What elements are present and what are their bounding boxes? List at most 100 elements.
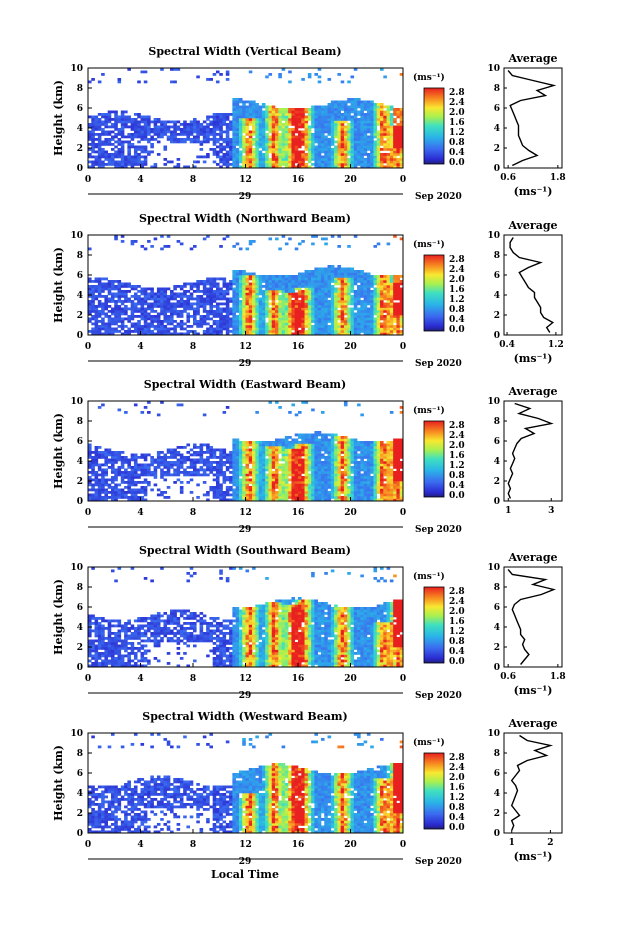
heatmap-cell xyxy=(225,118,230,121)
heatmap-cell xyxy=(347,275,351,278)
heatmap-cell xyxy=(209,115,213,119)
heatmap-cell xyxy=(396,312,401,316)
heatmap-cell xyxy=(124,312,128,316)
heatmap-cell xyxy=(120,140,125,144)
heatmap-cell xyxy=(232,312,236,316)
heatmap-cell xyxy=(186,302,191,306)
heatmap-cell xyxy=(232,165,236,169)
heatmap-cell xyxy=(271,458,276,462)
heatmap-cell xyxy=(271,277,276,281)
heatmap-cell xyxy=(143,478,148,482)
heatmap-cell xyxy=(265,441,269,444)
heatmap-cell xyxy=(143,325,148,328)
heatmap-cell xyxy=(110,486,115,489)
heatmap-cell xyxy=(143,150,148,154)
heatmap-cell xyxy=(393,158,397,161)
heatmap-cell xyxy=(176,285,181,288)
heatmap-cell xyxy=(304,125,309,129)
heatmap-cell xyxy=(117,160,122,164)
heatmap-cell xyxy=(255,317,259,321)
heatmap-cell xyxy=(258,150,263,154)
heatmap-cell xyxy=(183,125,187,129)
heatmap-cell xyxy=(120,110,125,114)
heatmap-cell xyxy=(199,461,204,464)
heatmap-cell xyxy=(206,451,210,454)
heatmap-cell xyxy=(370,150,374,154)
heatmap-cell xyxy=(153,461,158,464)
heatmap-cell xyxy=(252,143,256,146)
heatmap-cell xyxy=(110,125,115,129)
heatmap-cell xyxy=(156,135,161,139)
heatmap-cell xyxy=(147,312,151,316)
heatmap-cell xyxy=(357,118,361,121)
heatmap-cell xyxy=(101,160,105,164)
heatmap-cell xyxy=(353,155,358,159)
heatmap-cell xyxy=(229,138,233,141)
heatmap-cell xyxy=(104,463,108,467)
heatmap-cell xyxy=(340,272,345,276)
heatmap-cell xyxy=(150,165,154,169)
heatmap-cell xyxy=(196,290,200,293)
heatmap-cell xyxy=(94,325,99,328)
heatmap-cell xyxy=(334,165,338,169)
heatmap-cell xyxy=(317,163,322,166)
heatmap-cell xyxy=(114,315,118,318)
heatmap-cell xyxy=(235,307,240,311)
heatmap-cell xyxy=(183,307,187,311)
heatmap-cell xyxy=(127,471,131,474)
heatmap-cell xyxy=(170,453,174,457)
heatmap-cell xyxy=(209,471,213,474)
heatmap-cell xyxy=(337,150,341,154)
heatmap-cell xyxy=(373,332,378,336)
heatmap-cell xyxy=(337,165,341,169)
heatmap-cell xyxy=(360,282,364,286)
heatmap-cell xyxy=(353,140,358,144)
heatmap-cell xyxy=(219,158,223,161)
heatmap-cell xyxy=(160,295,164,298)
heatmap-cell xyxy=(317,330,322,333)
y-tick-label: 8 xyxy=(77,84,83,94)
heatmap-cell xyxy=(307,75,312,79)
heatmap-cell xyxy=(91,463,95,467)
heatmap-cell xyxy=(347,123,351,126)
heatmap-cell xyxy=(370,300,374,303)
heatmap-cell xyxy=(255,285,259,288)
heatmap-cell xyxy=(153,118,158,121)
heatmap-cell xyxy=(258,158,263,161)
x-ticks: 0 4 8 12 16 20 0 xyxy=(85,164,406,185)
heatmap-cell xyxy=(304,305,309,308)
profile-y-tick-label: 2 xyxy=(494,144,500,154)
heatmap-cell xyxy=(133,287,138,291)
heatmap-cell xyxy=(186,443,191,447)
heatmap-cell xyxy=(265,105,269,109)
heatmap-cell xyxy=(143,80,148,84)
heatmap-cell xyxy=(261,133,266,136)
heatmap-cell xyxy=(327,332,332,336)
heatmap-cell xyxy=(268,165,273,169)
heatmap-cell xyxy=(278,115,282,119)
heatmap-cell xyxy=(389,153,394,156)
heatmap-cell xyxy=(137,148,141,151)
heatmap-cell xyxy=(291,158,296,161)
heatmap-cell xyxy=(357,270,361,273)
heatmap-cell xyxy=(150,471,154,474)
profile-x-tick-label: 1.2 xyxy=(548,340,564,350)
heatmap-cell xyxy=(143,332,148,336)
heatmap-cell xyxy=(366,160,371,164)
heatmap-cell xyxy=(215,150,220,154)
heatmap-cell xyxy=(288,297,292,301)
heatmap-cell xyxy=(320,128,325,131)
heatmap-cell xyxy=(235,458,240,462)
heatmap-cell xyxy=(307,297,312,301)
heatmap-cell xyxy=(104,163,108,166)
heatmap-cell xyxy=(94,287,99,291)
heatmap-cell xyxy=(245,140,250,144)
heatmap-cell xyxy=(110,158,115,161)
heatmap-cell xyxy=(284,118,289,121)
heatmap-cell xyxy=(229,330,233,333)
heatmap-cell xyxy=(156,463,161,467)
heatmap-cell xyxy=(120,158,125,161)
heatmap-cell xyxy=(340,155,345,159)
heatmap-cell xyxy=(301,140,305,144)
heatmap-cell xyxy=(114,491,118,494)
